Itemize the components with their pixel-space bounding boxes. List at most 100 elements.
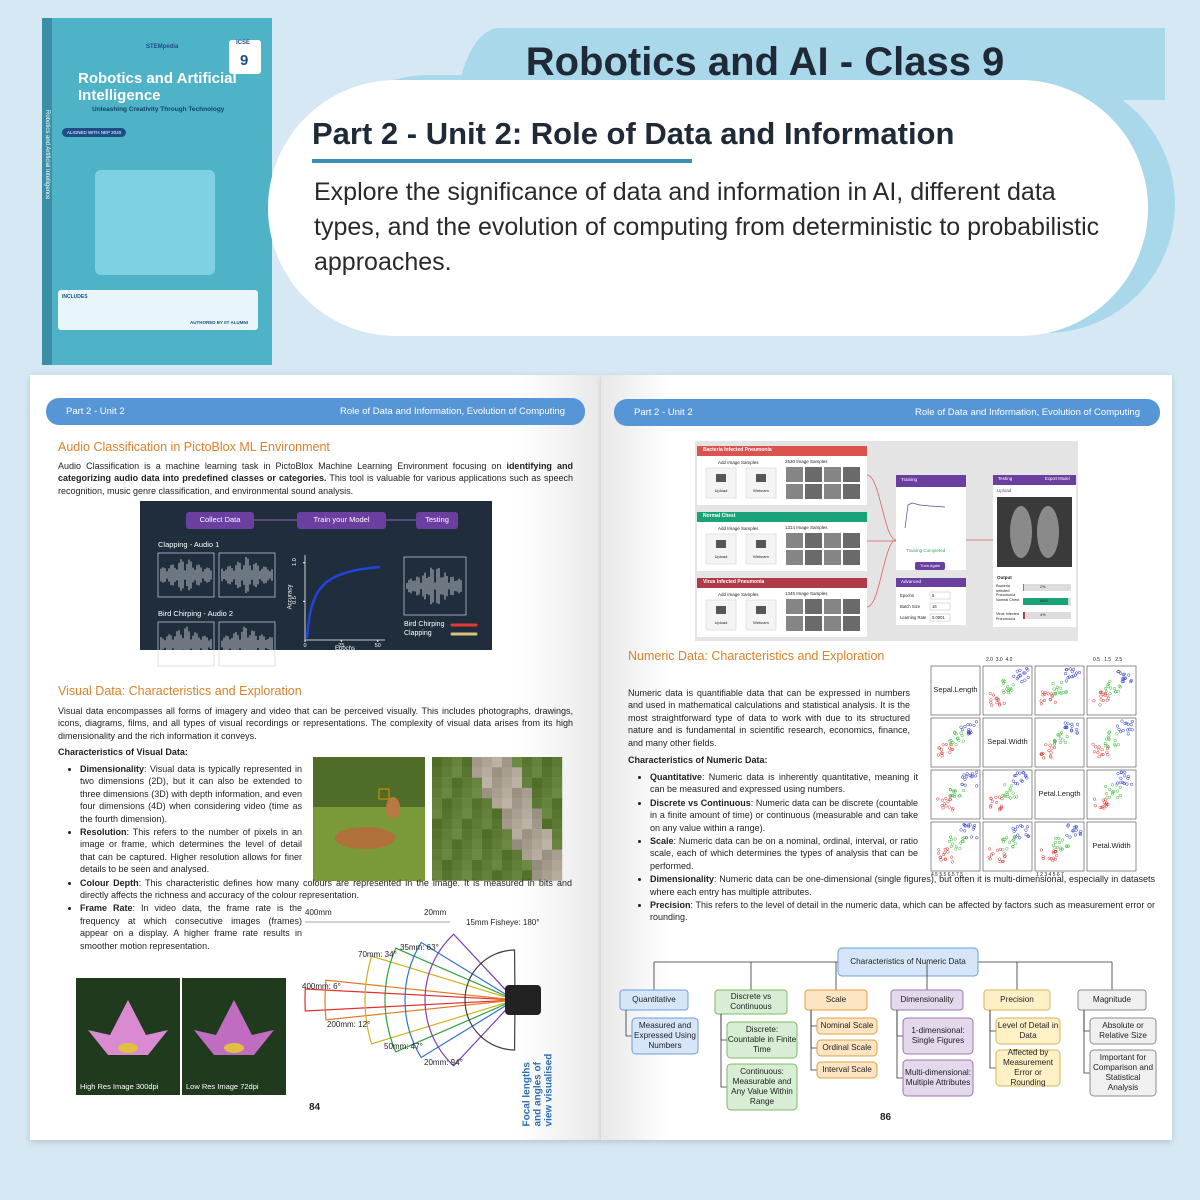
point (963, 725, 967, 729)
variable-label: Sepal.Width (987, 737, 1028, 746)
point (1064, 679, 1068, 683)
result-bar (1023, 584, 1024, 591)
point (939, 858, 943, 862)
view-angle (364, 955, 518, 1045)
pixel (472, 798, 483, 809)
point (950, 808, 954, 812)
xray-thumb (805, 599, 822, 614)
pixel (462, 808, 473, 819)
point (1123, 721, 1127, 725)
result-name: Bacteria Infected Pneumonia (996, 584, 1016, 597)
section-title: Visual Data: Characteristics and Explora… (58, 684, 302, 698)
button-label: Webcam (753, 488, 769, 493)
pixel (522, 849, 533, 861)
param-input (929, 602, 951, 611)
pixel (522, 829, 533, 840)
button-label: Upload (714, 488, 728, 493)
pixel (502, 777, 513, 789)
point (950, 855, 954, 859)
point (1119, 770, 1123, 774)
point (975, 784, 979, 788)
point (1119, 793, 1123, 798)
result-track (1023, 584, 1071, 591)
point (1013, 774, 1017, 778)
book-tagline: Unleashing Creativity Through Technology (92, 106, 225, 113)
view-angle (424, 933, 516, 1067)
point (1057, 836, 1061, 840)
board: ICSE (236, 40, 251, 46)
point (1119, 671, 1123, 675)
point (1058, 737, 1062, 741)
child-label: Continuous: Measurable and Any Value Wit… (731, 1067, 793, 1106)
point (988, 857, 992, 861)
lily (88, 1000, 168, 1055)
step-pill (416, 512, 458, 529)
text: Audio Classification is a machine learni… (58, 461, 507, 471)
pixel (522, 818, 533, 830)
point (936, 797, 940, 801)
bullet-term: Frame Rate (80, 903, 133, 914)
point (992, 693, 996, 697)
point (1047, 748, 1051, 753)
page-header-bar (46, 398, 585, 425)
branch-node (804, 989, 868, 1011)
matrix-cell (1034, 769, 1085, 820)
point (1068, 667, 1072, 671)
pixel (462, 777, 473, 789)
point (1108, 730, 1112, 734)
lung (1010, 506, 1032, 558)
child-label: Absolute or Relative Size (1099, 1021, 1147, 1040)
paragraph: Numeric data is quantifiable data that c… (628, 688, 910, 748)
child-node (995, 1049, 1061, 1087)
point (1104, 687, 1108, 691)
point (960, 775, 965, 779)
point (1016, 833, 1020, 837)
pixel (472, 839, 483, 850)
point (1050, 746, 1054, 750)
variable-label: Petal.Width (1092, 841, 1131, 850)
child-node (995, 1017, 1061, 1045)
point (1039, 702, 1043, 706)
xray-thumb (805, 467, 822, 482)
point (1072, 667, 1076, 671)
param-name: Epochs (900, 593, 914, 598)
param-name: Batch Size (900, 604, 921, 609)
pixel (472, 829, 483, 840)
point (1130, 782, 1134, 786)
lens-label: 400mm: 6° (302, 982, 341, 991)
point (937, 746, 941, 750)
point (1053, 841, 1057, 845)
point (1059, 686, 1063, 690)
matrix-cell (1086, 821, 1137, 872)
testing-title: Testing (998, 476, 1013, 481)
subtitle-underline (312, 159, 692, 163)
point (1070, 670, 1074, 674)
point (963, 777, 967, 781)
class-name: Normal Chest (703, 513, 736, 519)
point (1057, 734, 1061, 738)
deer-head (386, 797, 400, 819)
waveform (406, 567, 462, 605)
xray-thumb (843, 616, 860, 631)
point (988, 692, 992, 696)
bullet: Scale: Numeric data can be on a nominal,… (650, 835, 918, 872)
point (1098, 806, 1102, 810)
point (1061, 691, 1065, 695)
pixel (472, 849, 483, 861)
point (958, 846, 962, 850)
add-samples: Add Image Samples (718, 526, 759, 531)
page-number: 86 (880, 1112, 892, 1123)
point (1113, 738, 1117, 743)
pixel (532, 777, 543, 789)
advanced-header (896, 578, 966, 587)
point (954, 732, 958, 736)
child-label: Important for Comparison and Statistical… (1092, 1053, 1154, 1092)
pixel (492, 829, 503, 840)
point (946, 800, 950, 804)
child-label: Discrete: Countable in Finite Time (727, 1025, 797, 1054)
page-number: 84 (309, 1102, 321, 1113)
point (1103, 784, 1108, 788)
point (1055, 688, 1059, 692)
point (1126, 732, 1130, 736)
